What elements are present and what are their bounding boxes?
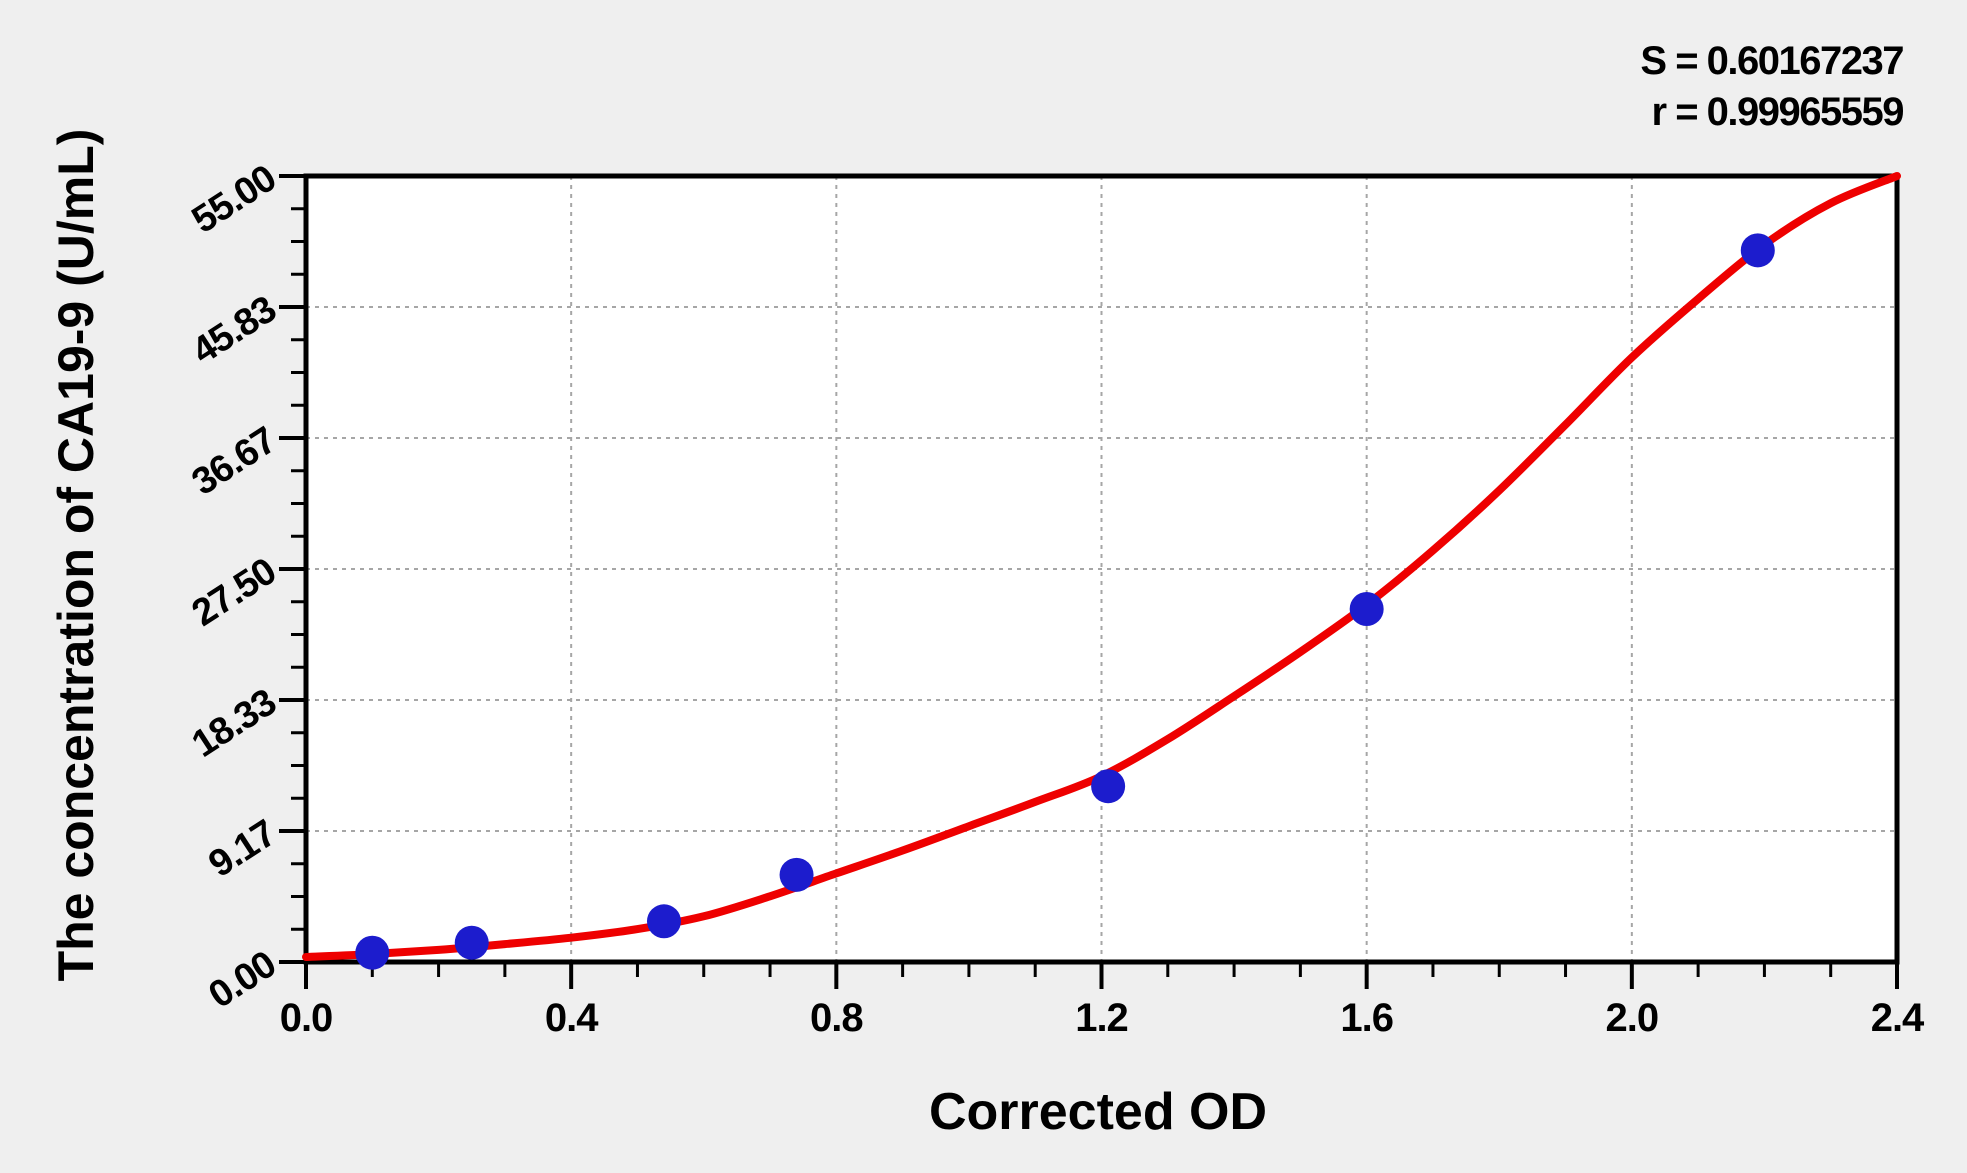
stat-r-value: r = 0.99965559 bbox=[1651, 90, 1905, 134]
data-point bbox=[454, 925, 489, 960]
x-axis-title: Corrected OD bbox=[928, 1083, 1268, 1141]
data-point bbox=[1091, 769, 1126, 804]
data-point bbox=[646, 904, 681, 939]
x-tick-label: 1.2 bbox=[1075, 996, 1129, 1040]
x-tick-label: 0.4 bbox=[544, 996, 599, 1040]
data-point bbox=[779, 857, 814, 892]
stat-s-value: S = 0.60167237 bbox=[1640, 39, 1904, 83]
data-point bbox=[355, 935, 390, 970]
x-tick-label: 1.6 bbox=[1340, 996, 1394, 1040]
x-tick-label: 2.4 bbox=[1870, 996, 1925, 1040]
x-tick-label: 0.8 bbox=[810, 996, 864, 1040]
fit-statistics: S = 0.60167237 r = 0.99965559 bbox=[1640, 36, 1905, 138]
fitted-curve bbox=[302, 172, 1901, 961]
x-tick-label: 0.0 bbox=[279, 996, 334, 1040]
x-tick-label: 2.0 bbox=[1605, 996, 1660, 1040]
y-axis-title: The concentration of CA19-9 (U/mL) bbox=[48, 128, 104, 982]
data-point bbox=[1740, 233, 1775, 268]
data-point bbox=[1349, 592, 1384, 627]
